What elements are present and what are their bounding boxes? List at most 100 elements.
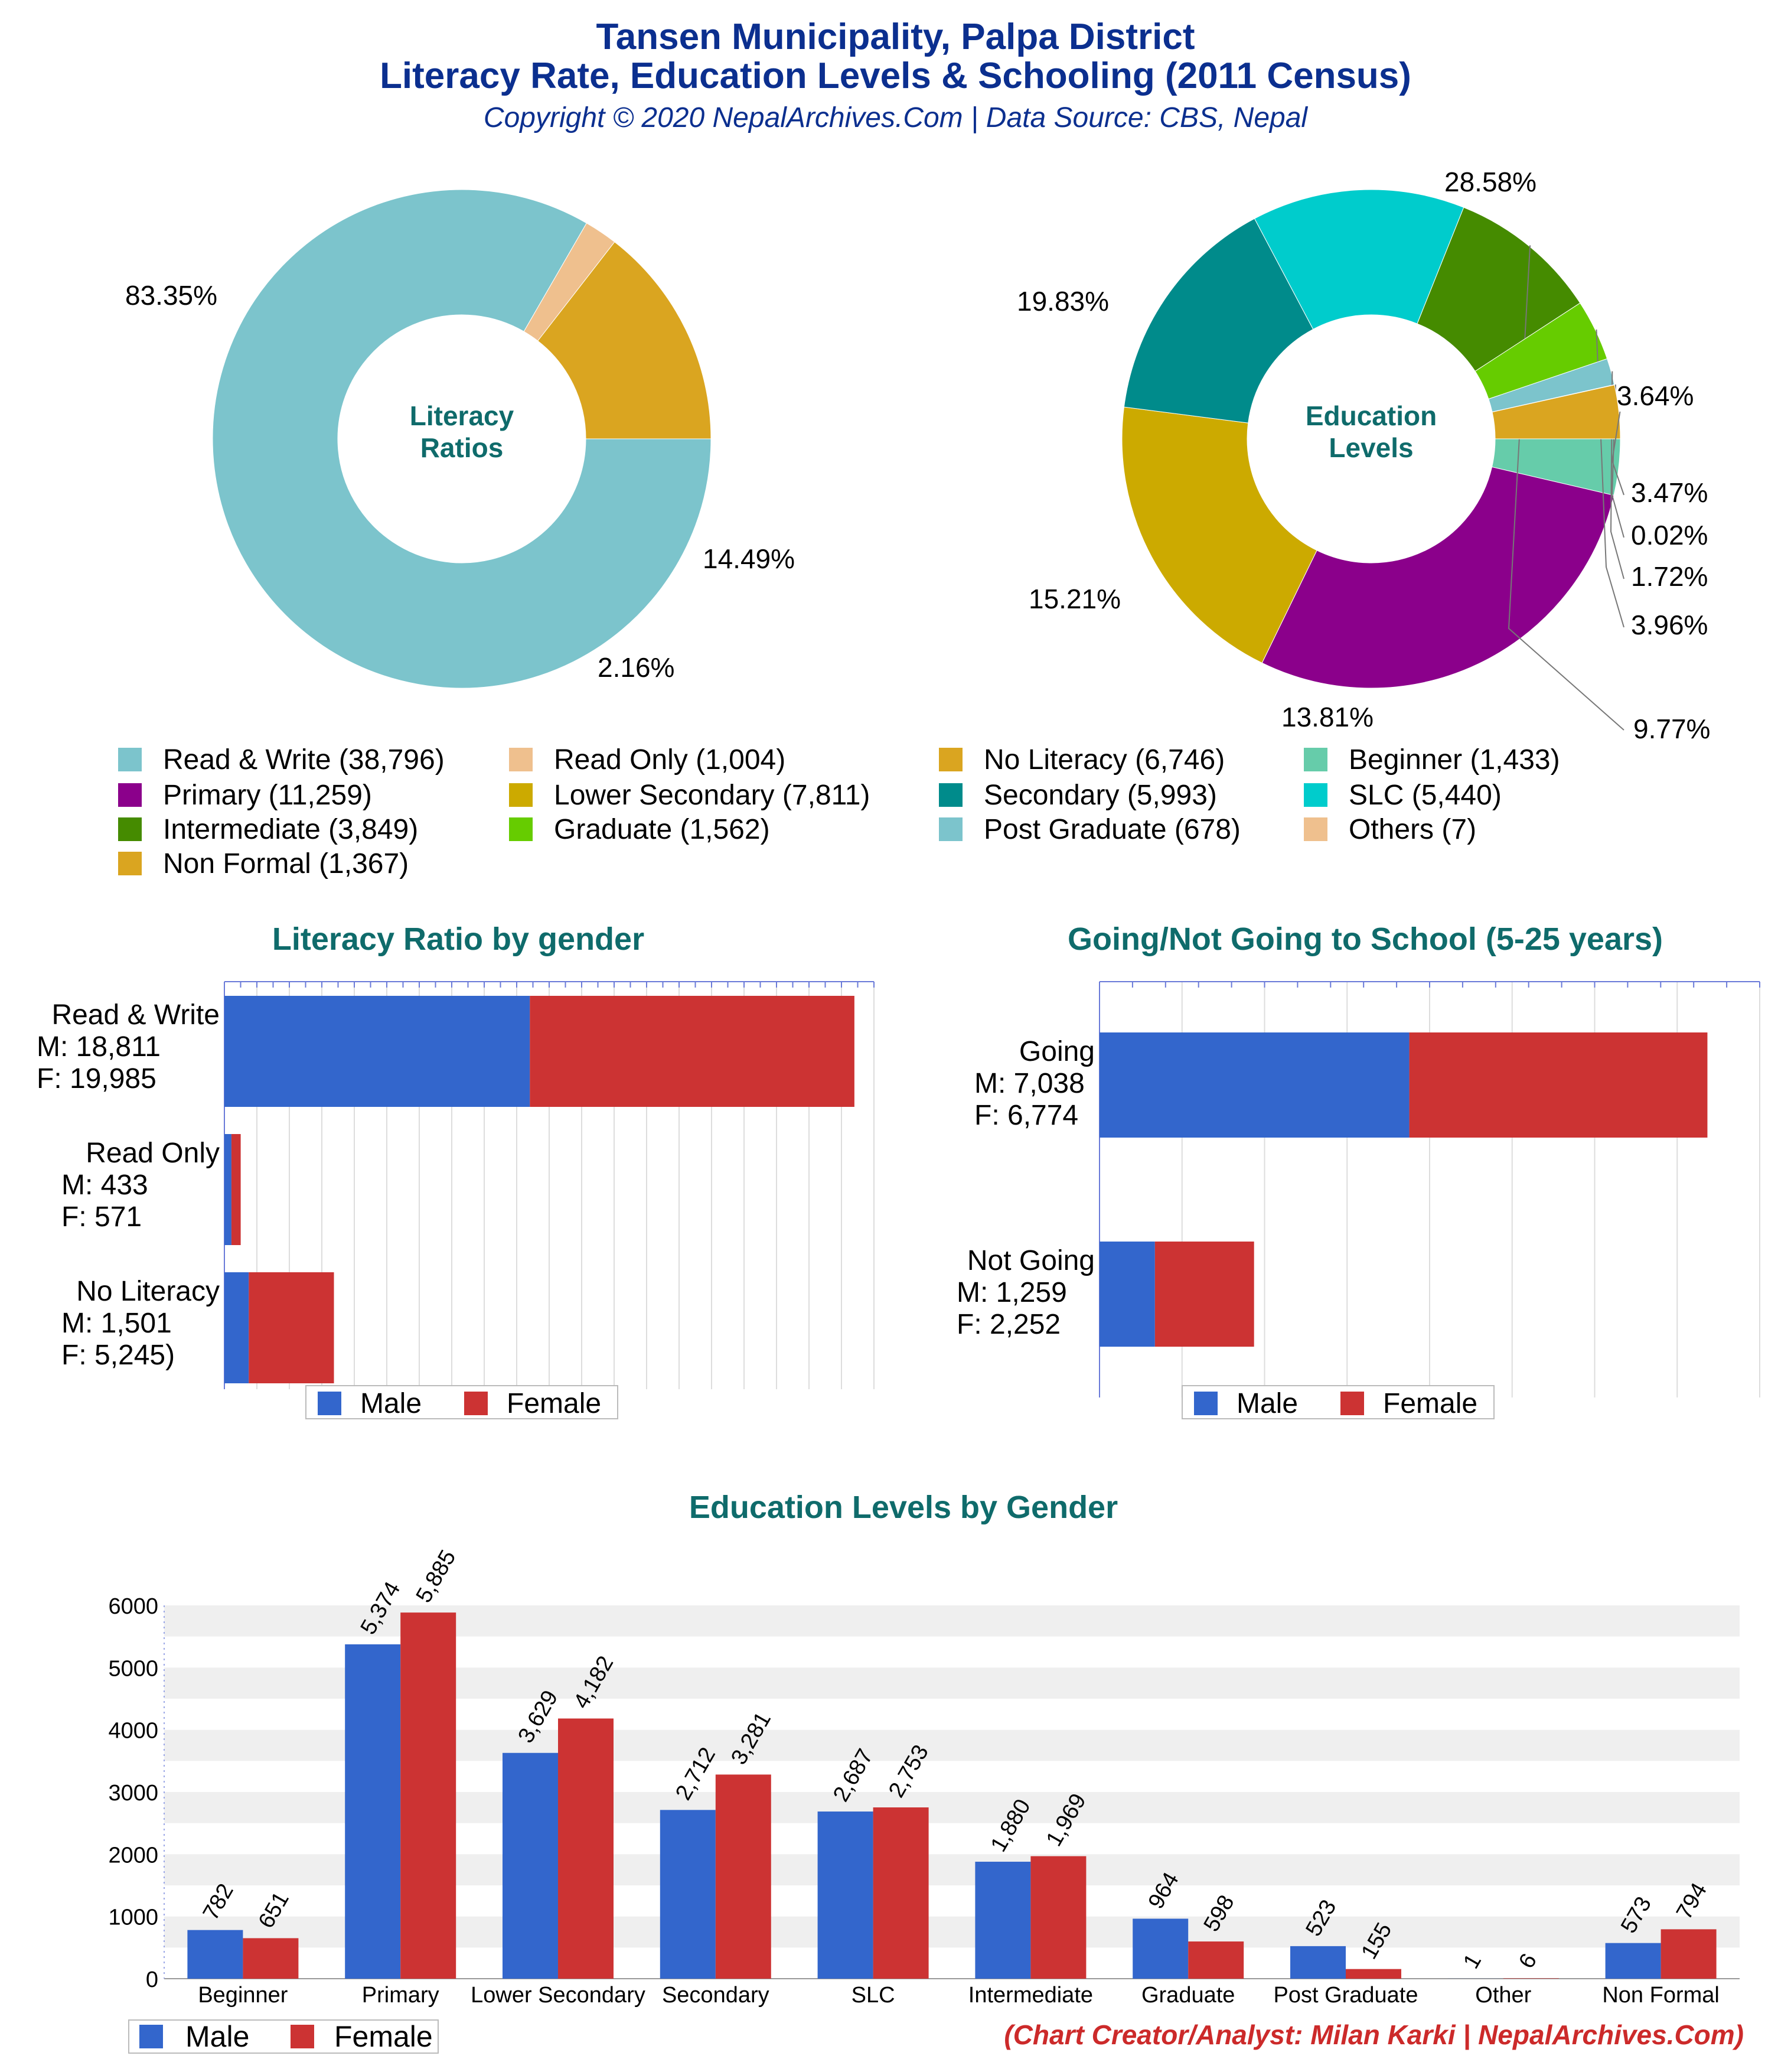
category-label: M: 7,038 — [974, 1068, 1085, 1099]
slice-percent-label: 9.77% — [1633, 714, 1710, 744]
legend-box — [128, 2019, 439, 2054]
bar-male — [817, 1811, 873, 1979]
bar-male — [187, 1930, 243, 1979]
bar-male — [224, 1272, 249, 1383]
bar-male — [224, 1134, 231, 1245]
category-label: M: 433 — [61, 1169, 148, 1201]
copyright-line: Copyright © 2020 NepalArchives.Com | Dat… — [483, 102, 1308, 133]
legend-label-female: Female — [1383, 1388, 1477, 1419]
bar-male — [224, 996, 530, 1107]
legend-swatch — [118, 852, 142, 875]
legend-box — [305, 1385, 618, 1419]
legend-item-label: Primary (11,259) — [163, 780, 372, 811]
legend-swatch — [509, 748, 533, 771]
bar-male — [975, 1861, 1031, 1979]
data-label: 6 — [1514, 1950, 1542, 1973]
category-label: Not Going — [967, 1245, 1095, 1276]
bar-female — [1503, 1978, 1559, 1979]
category-label: Read & Write — [51, 999, 220, 1031]
donut-slice-secondary — [1123, 218, 1314, 423]
x-tick-label: SLC — [852, 1983, 895, 2008]
legend-item-label: Others (7) — [1349, 814, 1476, 845]
y-tick-label: 4000 — [108, 1719, 158, 1744]
bar-chart-title: Education Levels by Gender — [689, 1490, 1118, 1525]
legend-swatch — [939, 748, 963, 771]
bar-male — [345, 1644, 401, 1979]
legend-swatch — [509, 817, 533, 841]
legend-swatch — [939, 817, 963, 841]
x-tick-label: Intermediate — [968, 1983, 1093, 2008]
bar-female — [873, 1807, 929, 1979]
bar-female — [249, 1272, 334, 1383]
bar-chart-title: Going/Not Going to School (5-25 years) — [1068, 921, 1663, 957]
y-tick-label: 3000 — [108, 1781, 158, 1806]
bar-female — [1346, 1969, 1401, 1979]
category-label: Read Only — [86, 1138, 220, 1169]
bar-male — [1290, 1946, 1346, 1979]
legend-swatch — [939, 783, 963, 807]
legend-swatch — [118, 817, 142, 841]
donut-slice-slc — [1254, 189, 1464, 330]
x-tick-label: Lower Secondary — [471, 1983, 645, 2008]
legend-swatch — [1304, 783, 1327, 807]
legend-label-male: Male — [1237, 1388, 1298, 1419]
legend-item-label: Lower Secondary (7,811) — [554, 780, 870, 811]
legend-swatch — [118, 748, 142, 771]
legend-item-label: Non Formal (1,367) — [163, 848, 409, 879]
legend-swatch-female — [291, 2025, 314, 2048]
category-label: F: 19,985 — [37, 1063, 156, 1094]
legend-item-label: Intermediate (3,849) — [163, 814, 418, 845]
chart-title-line2: Literacy Rate, Education Levels & School… — [380, 56, 1411, 96]
category-label: M: 1,501 — [61, 1308, 172, 1339]
category-label: M: 1,259 — [957, 1277, 1067, 1308]
legend-item-label: SLC (5,440) — [1349, 780, 1502, 811]
donut-slice-read-write — [212, 189, 712, 689]
y-tick-label: 5000 — [108, 1656, 158, 1681]
bar-female — [1409, 1032, 1708, 1138]
bar-female — [1660, 1929, 1717, 1979]
y-tick-label: 1000 — [108, 1905, 158, 1930]
legend-swatch-female — [464, 1392, 488, 1415]
legend-swatch-male — [139, 2025, 163, 2048]
legend-item-label: Graduate (1,562) — [554, 814, 770, 845]
donut-slice-lower-secondary — [1121, 406, 1317, 664]
bar-female — [1188, 1941, 1244, 1979]
bar-female — [530, 996, 854, 1107]
legend-swatch — [118, 783, 142, 807]
data-label: 5,885 — [412, 1546, 461, 1607]
x-tick-label: Beginner — [198, 1983, 288, 2008]
y-tick-label: 0 — [146, 1967, 158, 1992]
slice-percent-label: 2.16% — [598, 652, 674, 683]
legend-label-female: Female — [507, 1388, 601, 1419]
donut-slice-primary — [1261, 466, 1614, 689]
bar-male — [1133, 1918, 1189, 1979]
slice-percent-label: 3.96% — [1631, 610, 1708, 640]
x-tick-label: Graduate — [1141, 1983, 1235, 2008]
slice-percent-label: 83.35% — [125, 280, 217, 311]
category-label: Going — [1019, 1036, 1095, 1067]
legend-label-female: Female — [334, 2020, 433, 2053]
y-tick-label: 2000 — [108, 1843, 158, 1868]
x-tick-label: Non Formal — [1602, 1983, 1720, 2008]
category-label: F: 2,252 — [957, 1309, 1061, 1340]
legend-swatch-male — [1194, 1392, 1218, 1415]
bar-female — [558, 1718, 614, 1979]
slice-percent-label: 3.47% — [1631, 477, 1708, 508]
bar-chart-title: Literacy Ratio by gender — [272, 921, 644, 957]
data-label: 1 — [1459, 1950, 1486, 1973]
legend-box — [1182, 1385, 1495, 1419]
bar-female — [715, 1774, 771, 1979]
bar-female — [243, 1938, 299, 1979]
donut-slice-no-literacy — [537, 241, 712, 439]
legend-swatch — [1304, 748, 1327, 771]
legend-item-label: No Literacy (6,746) — [984, 744, 1225, 776]
slice-percent-label: 28.58% — [1444, 167, 1536, 197]
slice-percent-label: 19.83% — [1017, 286, 1109, 317]
bar-female — [231, 1134, 241, 1245]
category-label: F: 6,774 — [974, 1100, 1078, 1131]
slice-percent-label: 0.02% — [1631, 520, 1708, 550]
bar-female — [400, 1612, 456, 1979]
bar-male — [1100, 1032, 1410, 1138]
category-label: F: 5,245) — [61, 1340, 175, 1371]
